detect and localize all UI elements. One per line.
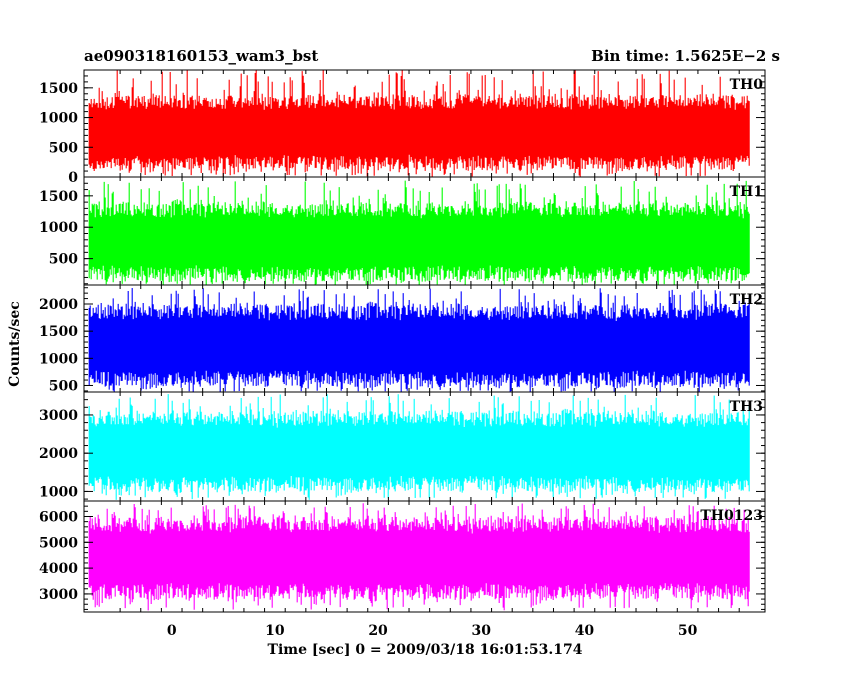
x-tick-label: 0 xyxy=(167,623,177,639)
chart-title: ae090318160153_wam3_bst xyxy=(84,47,318,65)
series-th0 xyxy=(88,70,750,177)
y-tick-label: 1500 xyxy=(39,189,78,205)
x-tick-label: 10 xyxy=(265,623,285,639)
y-tick-label: 0 xyxy=(68,170,78,186)
panel-label-th0123: TH0123 xyxy=(700,508,763,524)
y-tick-label: 3000 xyxy=(39,587,78,603)
panel-label-th0: TH0 xyxy=(730,77,764,93)
y-tick-label: 500 xyxy=(49,252,78,268)
y-tick-label: 1500 xyxy=(39,81,78,97)
panel-frame xyxy=(83,500,766,613)
panel-th2: 500 1000 1500 2000 TH2 xyxy=(39,284,766,394)
y-tick-label: 1500 xyxy=(39,324,78,340)
y-tick-label: 3000 xyxy=(39,408,78,424)
panel-label-th1: TH1 xyxy=(730,184,763,200)
x-tick-label: 30 xyxy=(472,623,492,639)
panel-th0123: 3000 4000 5000 6000 TH0123 xyxy=(39,500,766,613)
y-tick-label: 2000 xyxy=(39,446,78,462)
y-tick-label: 1000 xyxy=(39,484,78,500)
y-tick-label: 1000 xyxy=(39,351,78,367)
panel-label-th3: TH3 xyxy=(730,399,763,415)
x-axis-label: Time [sec] 0 = 2009/03/18 16:01:53.174 xyxy=(268,642,583,658)
bin-time-label: Bin time: 1.5625E−2 s xyxy=(591,47,780,65)
x-tick-label: 20 xyxy=(368,623,388,639)
y-tick-label: 1000 xyxy=(39,220,78,236)
y-tick-label: 6000 xyxy=(39,509,78,525)
y-tick-label: 2000 xyxy=(39,297,78,313)
x-tick-label: 50 xyxy=(678,623,698,639)
y-tick-label: 1000 xyxy=(39,111,78,127)
y-tick-label: 500 xyxy=(49,140,78,156)
y-tick-label: 4000 xyxy=(39,561,78,577)
panel-label-th2: TH2 xyxy=(730,292,763,308)
series-th1 xyxy=(88,180,750,285)
series-th0123 xyxy=(88,503,750,611)
series-th3 xyxy=(88,394,750,500)
y-axis-label: Counts/sec xyxy=(7,301,23,387)
y-tick-label: 500 xyxy=(49,378,78,394)
x-tick-label: 40 xyxy=(575,623,595,639)
series-th2 xyxy=(88,288,750,392)
panel-th0: 0 500 1000 1500 TH0 xyxy=(39,69,766,186)
panel-th3: 1000 2000 3000 TH3 xyxy=(39,391,766,502)
y-tick-label: 5000 xyxy=(39,535,78,551)
panel-th1: 500 1000 1500 TH1 xyxy=(39,176,766,286)
